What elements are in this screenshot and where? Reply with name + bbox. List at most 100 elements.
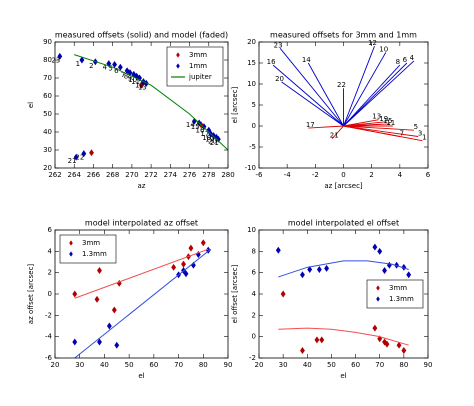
- y-tick-label: 8: [252, 247, 256, 255]
- x-tick-label: -4: [284, 171, 292, 179]
- point: [372, 243, 378, 251]
- x-tick-label: 264: [68, 171, 82, 179]
- point-label: 9: [128, 74, 132, 82]
- y-tick-label: 20: [247, 38, 256, 46]
- x-tick-label: 30: [279, 361, 288, 369]
- point-label: 22: [337, 81, 346, 89]
- point: [106, 322, 112, 330]
- point: [280, 290, 286, 298]
- y-tick-label: 15: [247, 59, 256, 67]
- point-label: 5: [108, 65, 112, 73]
- x-tick-label: 0: [341, 171, 345, 179]
- x-tick-label: 50: [125, 361, 134, 369]
- point: [114, 341, 120, 349]
- chart-title: model interpolated az offset: [85, 219, 198, 228]
- x-tick-label: 262: [48, 171, 61, 179]
- y-tick-label: 6: [252, 269, 257, 277]
- legend-label: 1.3mm: [389, 295, 414, 303]
- x-tick-label: 60: [351, 361, 360, 369]
- x-axis-label: el: [138, 372, 144, 380]
- point: [89, 149, 94, 157]
- point: [300, 347, 305, 355]
- legend-label: 3mm: [189, 51, 207, 59]
- offset-vector: [343, 119, 379, 127]
- model-line: [278, 260, 409, 278]
- x-tick-label: 276: [183, 171, 197, 179]
- offset-vector: [331, 125, 344, 139]
- point: [94, 295, 100, 303]
- offset-vector: [343, 60, 415, 127]
- point: [384, 340, 390, 348]
- offset-vector: [279, 48, 344, 127]
- point-label: 21: [210, 139, 219, 147]
- x-tick-label: 2: [369, 171, 373, 179]
- y-axis-label: el offset [arcsec]: [231, 264, 239, 323]
- x-tick-label: 272: [144, 171, 157, 179]
- y-tick-label: -5: [249, 143, 256, 151]
- legend-label: jupiter: [188, 73, 212, 81]
- point: [57, 52, 63, 60]
- y-tick-label: 60: [43, 92, 52, 100]
- point-label: 14: [186, 121, 195, 129]
- point: [316, 265, 322, 273]
- plot-frame: [54, 41, 229, 169]
- point: [72, 290, 78, 298]
- point-label: 2: [89, 62, 93, 70]
- point-label: 13: [138, 83, 147, 91]
- x-tick-label: -2: [312, 171, 319, 179]
- x-axis-label: az [arcsec]: [324, 182, 363, 190]
- y-tick-label: 4: [252, 290, 257, 298]
- legend-swatch: [176, 63, 180, 69]
- offset-vector: [343, 125, 400, 137]
- point: [307, 265, 313, 273]
- point-label: 19: [379, 115, 388, 123]
- point-label: 4: [410, 54, 415, 62]
- point: [73, 153, 79, 161]
- point: [300, 271, 305, 279]
- y-tick-label: 80: [43, 56, 52, 64]
- offset-vector: [308, 125, 344, 129]
- point: [401, 347, 407, 355]
- legend-swatch: [69, 251, 73, 257]
- point-label: 6: [114, 67, 119, 75]
- offset-vector: [343, 125, 419, 137]
- x-tick-label: 40: [303, 361, 312, 369]
- point: [117, 63, 123, 71]
- point-label: 16: [267, 58, 276, 66]
- y-tick-label: 0: [252, 333, 256, 341]
- x-tick-label: 20: [51, 361, 60, 369]
- x-tick-label: 20: [255, 361, 264, 369]
- point-label: 12: [135, 82, 144, 90]
- y-tick-label: 2: [48, 269, 52, 277]
- point: [200, 239, 206, 247]
- point-label: 14: [302, 56, 311, 64]
- point: [97, 267, 102, 275]
- point: [372, 324, 378, 332]
- plot-frame: [54, 229, 229, 359]
- y-tick-label: 4: [48, 247, 53, 255]
- legend-label: 1.3mm: [82, 250, 107, 258]
- point-label: 15: [191, 123, 200, 131]
- chart-title: model interpolated el offset: [288, 219, 399, 228]
- offset-vector: [272, 64, 344, 127]
- x-tick-label: 266: [87, 171, 101, 179]
- y-tick-label: -2: [249, 354, 256, 362]
- point-label: 18: [202, 134, 211, 142]
- point: [406, 271, 412, 279]
- legend-box: [166, 46, 224, 87]
- point-label: 13: [372, 113, 381, 121]
- point-label: 20: [275, 75, 284, 83]
- legend-label: 3mm: [389, 284, 407, 292]
- model-line: [278, 327, 409, 346]
- point-label: 7: [400, 130, 404, 138]
- y-tick-label: -10: [245, 164, 256, 172]
- legend-label: 3mm: [82, 239, 100, 247]
- point: [319, 336, 325, 344]
- point-label: 1: [76, 60, 80, 68]
- point-label: 7: [121, 71, 125, 79]
- point-label: 19: [205, 136, 214, 144]
- x-tick-label: 70: [174, 361, 183, 369]
- legend-box: [59, 234, 117, 264]
- point: [382, 267, 387, 275]
- point-label: 15: [384, 117, 393, 125]
